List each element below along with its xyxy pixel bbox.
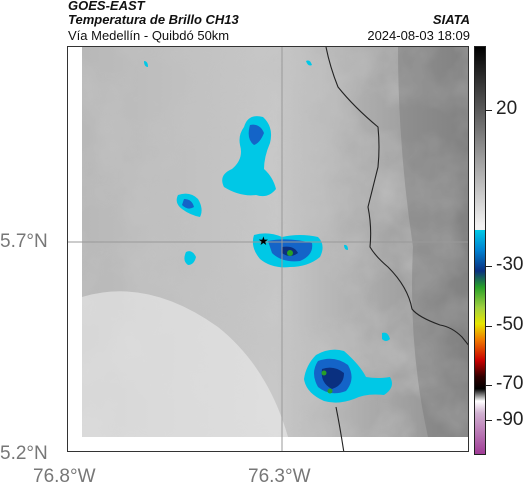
cell-small-w <box>184 251 196 265</box>
colorbar-tick: -30 <box>496 254 524 275</box>
lat-tick-5-2: 5.2°N <box>0 443 48 464</box>
satellite-map[interactable]: ★ <box>67 46 469 452</box>
colorbar-tick: 20 <box>496 98 518 119</box>
map-canvas: ★ <box>68 47 468 451</box>
star-marker: ★ <box>258 234 269 248</box>
speck-1 <box>144 61 148 67</box>
cell-central-green <box>287 250 293 256</box>
satellite-title: GOES-EAST <box>68 0 145 13</box>
temperature-colorbar <box>474 46 486 455</box>
source-label: SIATA <box>432 12 470 27</box>
datetime-label: 2024-08-03 18:09 <box>367 28 470 43</box>
region-label: Vía Medellín - Quibdó 50km <box>68 28 230 43</box>
border-line <box>325 47 468 346</box>
lon-tick-76-8: 76.8°W <box>33 466 96 487</box>
product-title: Temperatura de Brillo CH13 <box>68 12 239 27</box>
colorbar-tick-mark <box>486 326 492 327</box>
cell-south-dark <box>321 367 344 389</box>
imagery-light-southwest <box>82 291 288 437</box>
cell-south-green-b <box>327 388 333 394</box>
speck-3 <box>344 244 348 250</box>
lat-tick-5-7: 5.7°N <box>0 231 48 252</box>
colorbar-tick-mark <box>486 420 492 421</box>
colorbar-tick: -70 <box>496 373 524 394</box>
cold-cloud-cells <box>144 60 392 403</box>
colorbar-gradient <box>475 47 485 454</box>
lon-tick-76-3: 76.3°W <box>248 466 311 487</box>
border-line-south <box>335 406 345 451</box>
colorbar-tick-mark <box>486 266 492 267</box>
speck-2 <box>306 60 312 66</box>
cell-east-small <box>382 332 390 341</box>
colorbar-tick: -50 <box>496 314 524 335</box>
cell-west-core <box>182 199 194 209</box>
colorbar-tick-mark <box>486 385 492 386</box>
colorbar-tick: -90 <box>496 409 524 430</box>
colorbar-tick-mark <box>486 110 492 111</box>
cell-south-green-a <box>321 370 327 376</box>
cell-north-core <box>248 124 264 145</box>
